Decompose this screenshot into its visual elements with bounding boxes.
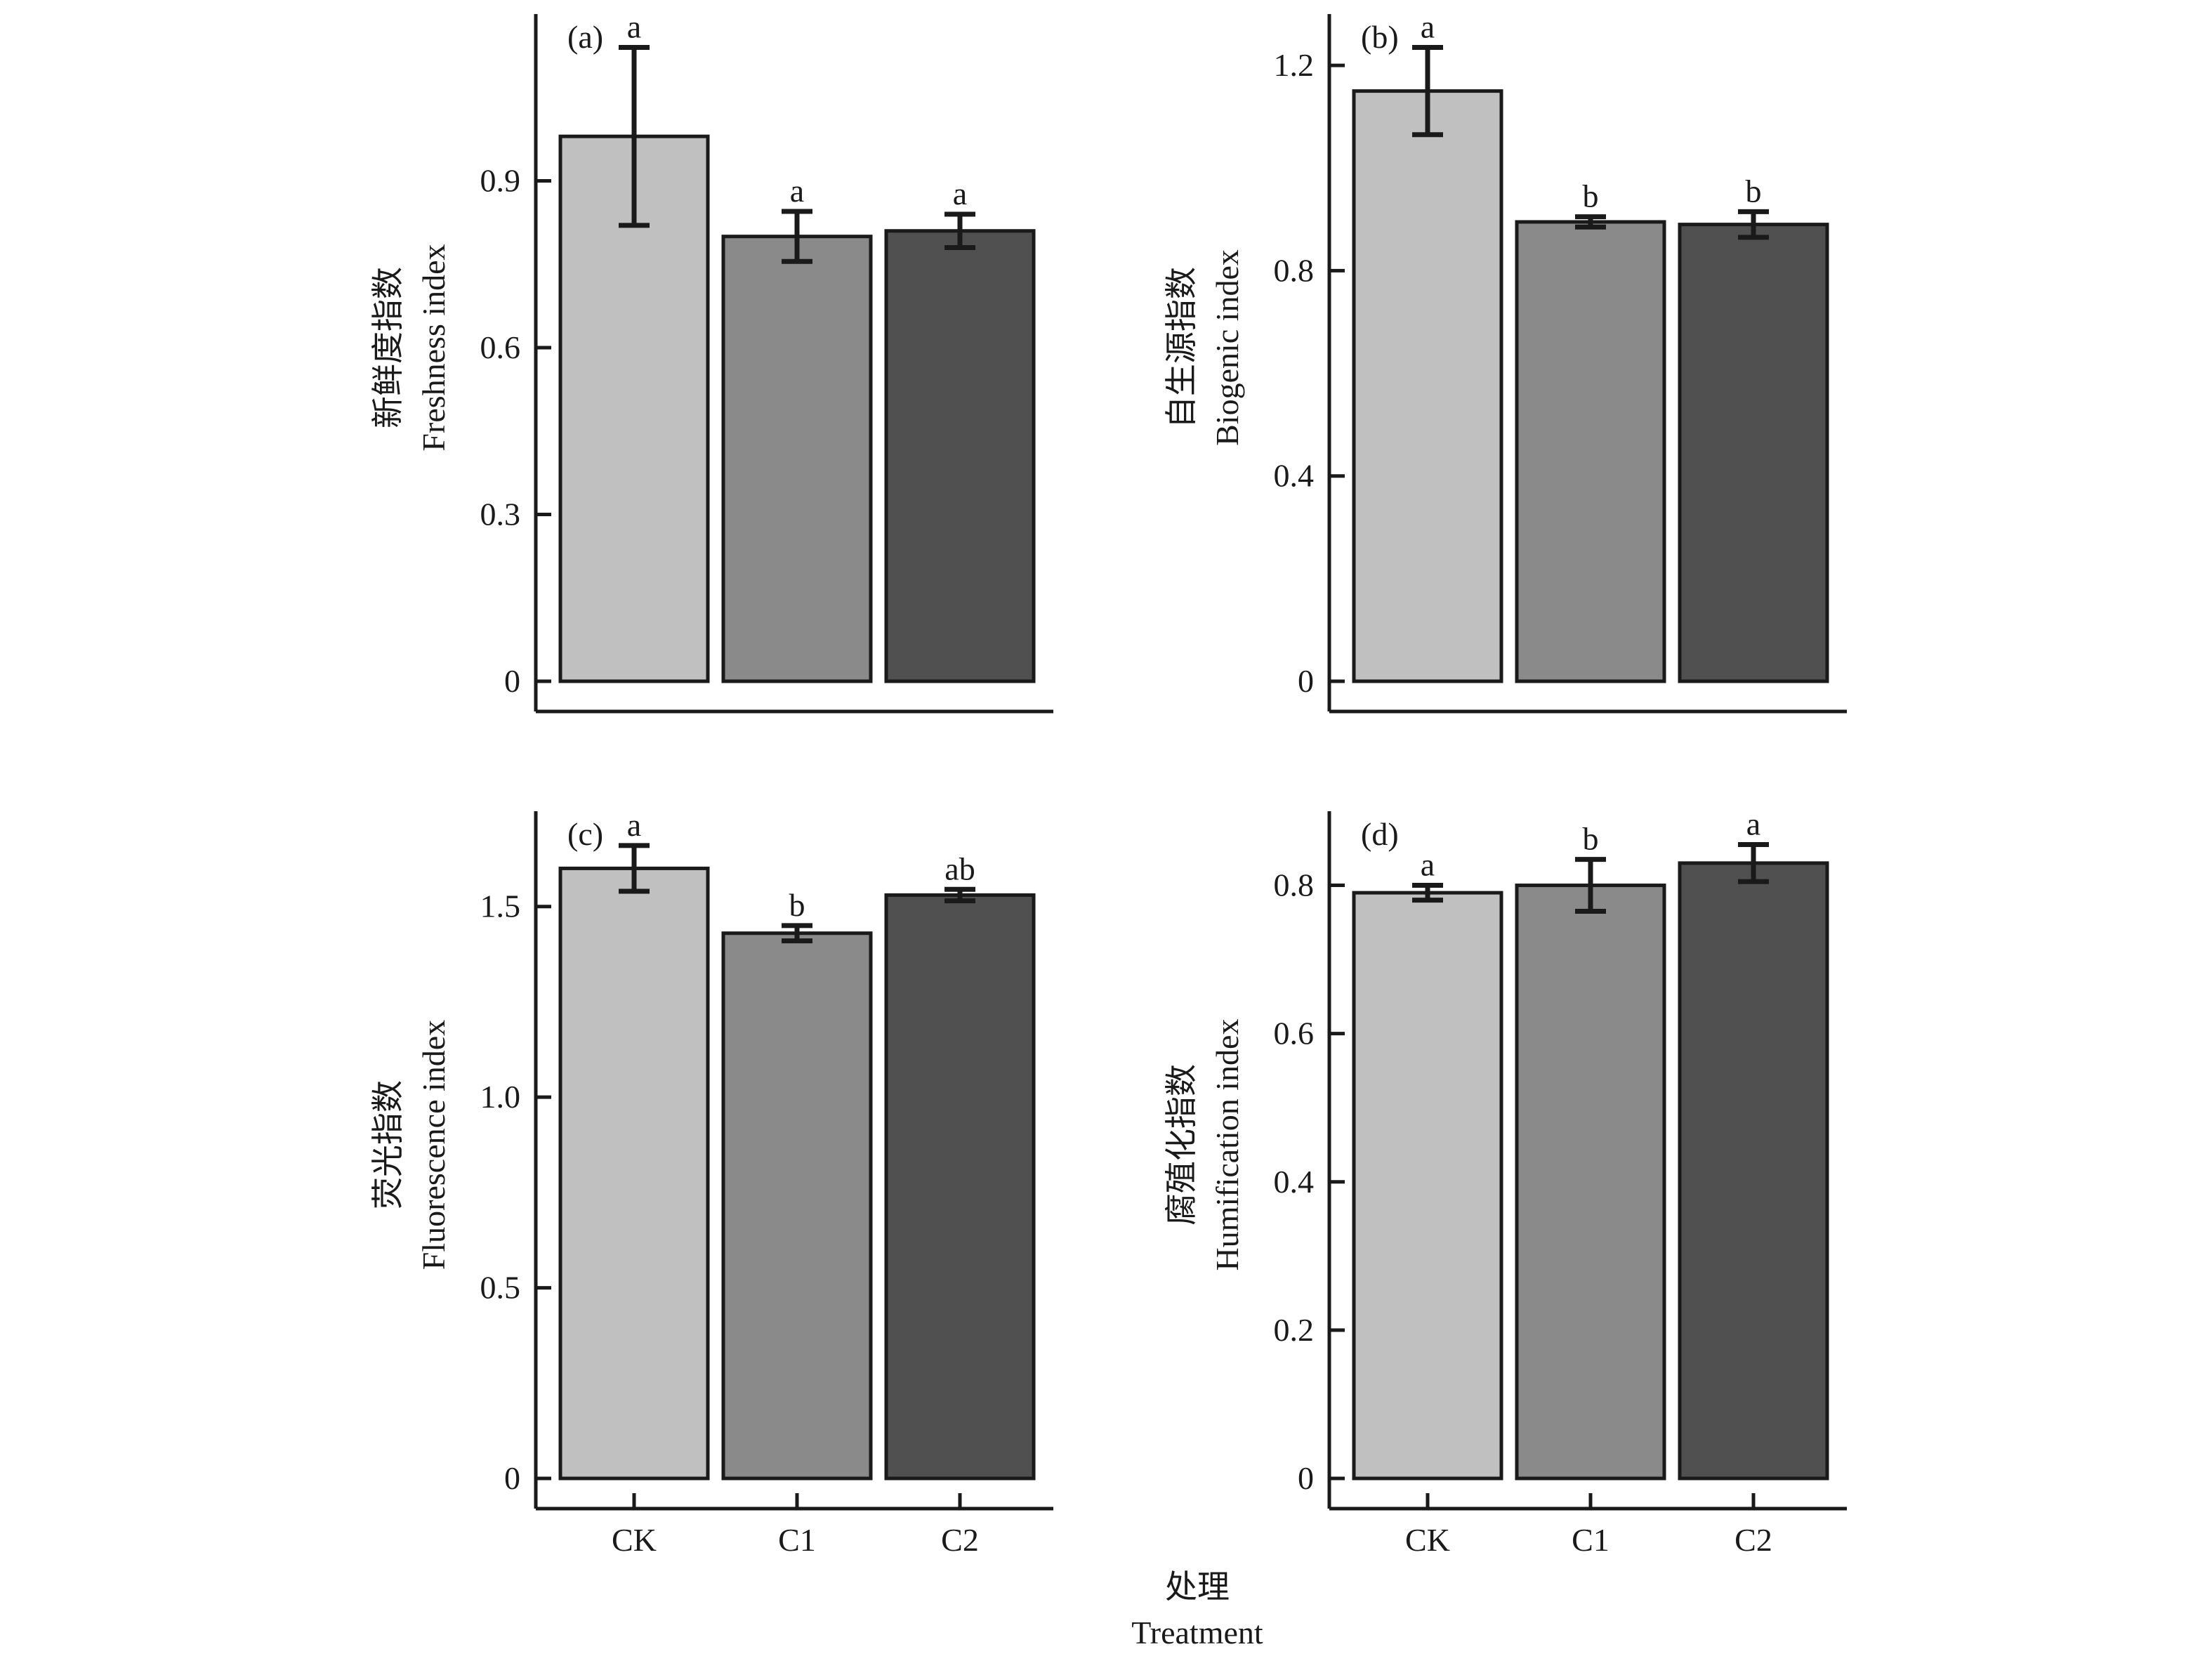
y-tick-label: 0.9 <box>480 163 521 199</box>
y-tick-label: 1.0 <box>480 1079 521 1115</box>
y-tick-label: 1.2 <box>1274 47 1315 83</box>
y-axis-title-en: Humification index <box>1209 1019 1245 1271</box>
panel-label: (d) <box>1361 816 1399 852</box>
x-tick-label: C1 <box>778 1522 816 1558</box>
y-tick-label: 0.3 <box>480 497 521 532</box>
significance-label: a <box>627 807 641 843</box>
significance-label: b <box>1746 173 1762 209</box>
y-axis-title-zh: 新鲜度指数 <box>370 267 406 428</box>
y-axis-title-en: Fluorescence index <box>416 1020 452 1270</box>
y-tick-label: 0.8 <box>1274 867 1315 903</box>
bar-CK <box>1352 891 1503 1481</box>
x-tick-label: C1 <box>1572 1522 1609 1558</box>
x-tick-label: CK <box>612 1522 657 1558</box>
x-axis-title-zh: 处理 <box>1165 1569 1230 1605</box>
y-tick-label: 0 <box>504 663 520 699</box>
bar-C1 <box>721 931 873 1481</box>
x-tick-label: C2 <box>1734 1522 1772 1558</box>
y-tick-label: 0.4 <box>1274 458 1315 494</box>
bar-C2 <box>1678 223 1829 683</box>
x-tick-label: CK <box>1405 1522 1450 1558</box>
chart-panel-1: 0 0.3 0.6 0.9 新鲜度指数 Freshness index (a) a a a <box>370 9 1053 714</box>
bar-C1 <box>1515 220 1666 683</box>
chart-panel-3: 0 0.5 1.0 1.5 荧光指数 Fluorescence index (c) a CK b C… <box>370 807 1053 1558</box>
x-axis-title-en: Treatment <box>1131 1615 1263 1650</box>
bar-CK <box>1352 89 1503 683</box>
significance-label: a <box>953 176 967 211</box>
panel-label: (a) <box>567 19 603 55</box>
y-tick-label: 0.6 <box>480 329 521 365</box>
significance-label: a <box>790 173 804 209</box>
bar-C2 <box>1678 861 1829 1481</box>
y-tick-label: 0 <box>1298 1460 1314 1496</box>
significance-label: b <box>789 887 805 923</box>
y-tick-label: 0.4 <box>1274 1164 1315 1200</box>
bar-C1 <box>721 235 873 683</box>
panel-label: (b) <box>1361 19 1399 55</box>
panel-label: (c) <box>567 816 603 852</box>
significance-label: a <box>1421 9 1435 45</box>
significance-label: b <box>1583 821 1599 857</box>
chart-panel-4: 0 0.2 0.4 0.6 0.8 腐殖化指数 Humification index (d) a… <box>1164 806 1847 1558</box>
significance-label: b <box>1583 178 1599 214</box>
y-tick-label: 0.5 <box>480 1270 521 1306</box>
y-tick-label: 0.2 <box>1274 1312 1315 1348</box>
bar-C1 <box>1515 884 1666 1481</box>
x-tick-label: C2 <box>941 1522 979 1558</box>
bar-C2 <box>884 893 1036 1481</box>
y-axis-title-zh: 自生源指数 <box>1164 267 1199 428</box>
significance-label: a <box>627 9 641 45</box>
y-tick-label: 0.8 <box>1274 252 1315 288</box>
bar-C2 <box>884 229 1036 683</box>
y-axis-title-zh: 腐殖化指数 <box>1164 1064 1199 1226</box>
y-tick-label: 0.6 <box>1274 1016 1315 1051</box>
y-axis-title-en: Biogenic index <box>1209 249 1245 446</box>
y-tick-label: 0 <box>1298 663 1314 699</box>
y-tick-label: 1.5 <box>480 888 521 924</box>
y-tick-label: 0 <box>504 1460 520 1496</box>
y-axis-title-zh: 荧光指数 <box>370 1080 406 1209</box>
chart-panel-2: 0 0.4 0.8 1.2 自生源指数 Biogenic index (b) a b b <box>1164 9 1847 714</box>
significance-label: a <box>1746 806 1760 842</box>
significance-label: ab <box>944 851 975 886</box>
bar-CK <box>558 866 710 1481</box>
panels: 0 0.3 0.6 0.9 新鲜度指数 Freshness index (a) a a a 0 0.4… <box>370 9 1847 1558</box>
y-axis-title-en: Freshness index <box>416 244 452 451</box>
significance-label: a <box>1421 847 1435 883</box>
